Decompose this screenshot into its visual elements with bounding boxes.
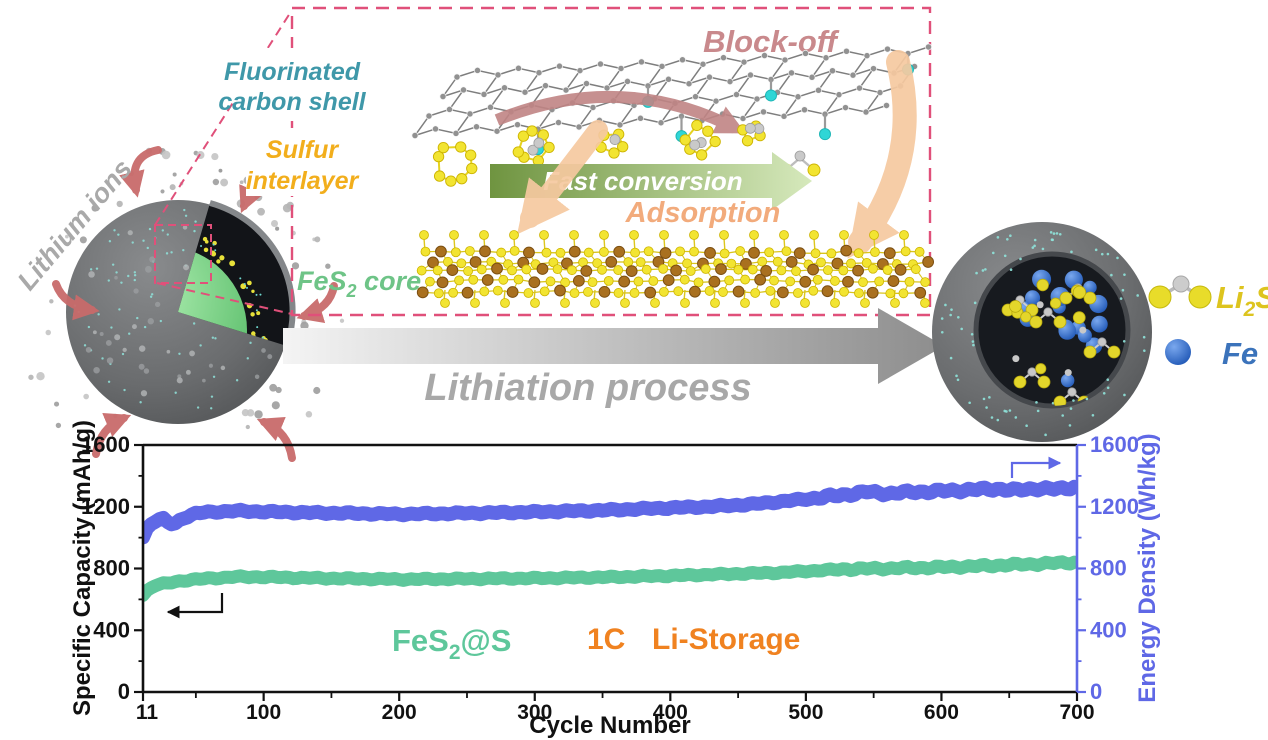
fes2-core-sphere (178, 246, 247, 346)
lithiation-arrow (283, 308, 944, 384)
fe-legend-label: Fe (1222, 336, 1258, 371)
sulfur-interlayer-dots (200, 236, 268, 346)
li-arrow-bottom-left (92, 413, 132, 458)
li-arrow-bottom-right (256, 417, 296, 462)
y-axis-label-right: Energy Density (Wh/kg) (1134, 433, 1161, 702)
svg-text:1200: 1200 (1090, 494, 1139, 519)
li-arrow-left (52, 280, 100, 321)
sulfur-ball-icon (1148, 285, 1172, 309)
shell-speckles-right (940, 231, 1146, 437)
chart-axes (134, 443, 1086, 701)
series-right (143, 479, 1077, 545)
svg-text:0: 0 (118, 679, 130, 704)
svg-text:100: 100 (246, 701, 281, 724)
inset-box (290, 6, 932, 317)
lithiation-process-label: Lithiation process (424, 367, 751, 409)
shell-rim (209, 200, 296, 347)
chart-legend-fes2s: FeS2@S (392, 623, 511, 664)
li-arrow-top-left (119, 146, 162, 198)
svg-text:1600: 1600 (81, 432, 130, 457)
svg-text:800: 800 (1090, 556, 1127, 581)
fes2-core-label: FeS2 core (297, 266, 421, 301)
cavity-rim (973, 251, 1131, 409)
sulfur-ball-icon (1188, 285, 1212, 309)
svg-text:600: 600 (924, 701, 959, 724)
lithium-ball-icon (1172, 275, 1190, 293)
callout-source-rect (154, 224, 212, 284)
svg-text:200: 200 (382, 701, 417, 724)
right-nanoparticle (932, 222, 1152, 442)
y-axis-label-left: Specific Capacity (mAh/g) (69, 420, 96, 716)
fes2-lattice-slab (416, 230, 935, 308)
chart-legend-rate: 1C (587, 623, 625, 656)
svg-text:800: 800 (93, 556, 130, 581)
svg-text:400: 400 (1090, 617, 1127, 642)
sulfur-label-line2: interlayer (246, 167, 360, 195)
svg-text:500: 500 (788, 701, 823, 724)
svg-text:1600: 1600 (1090, 432, 1139, 457)
label-mask-2 (246, 128, 358, 196)
li2s-fe-product-balls (1001, 269, 1121, 406)
svg-text:700: 700 (1059, 701, 1094, 724)
svg-text:400: 400 (93, 617, 130, 642)
right-axis-pointer-arrow (1010, 456, 1062, 478)
shell-label-line2: carbon shell (218, 88, 366, 116)
adsorption-arrow-right (847, 50, 917, 259)
chart-series (143, 479, 1077, 602)
callout-line-top (154, 9, 293, 226)
chart-legend-storage: Li-Storage (652, 623, 800, 656)
left-axis-pointer-arrow (166, 593, 224, 619)
block-off-label: Block-off (703, 24, 839, 59)
svg-text:11: 11 (136, 701, 159, 724)
shell-label-line1: Fluorinated (224, 58, 361, 86)
adsorption-arrow-left (517, 120, 608, 235)
li2s-legend-molecule (1148, 275, 1212, 309)
sulfur-label-line1: Sulfur (266, 136, 339, 164)
inset-callout (154, 6, 932, 317)
svg-text:400: 400 (653, 701, 688, 724)
adsorption-arrows (517, 50, 917, 259)
block-off-arrow (494, 90, 746, 134)
fe-ball-icon (1165, 339, 1191, 365)
x-axis-label: Cycle Number (529, 712, 690, 739)
svg-text:1200: 1200 (81, 494, 130, 519)
label-mask-1 (233, 48, 351, 118)
li2s-legend-label: Li2S (1216, 280, 1268, 321)
series-left (143, 555, 1077, 602)
svg-text:0: 0 (1090, 679, 1102, 704)
left-nanoparticle (66, 200, 296, 424)
svg-text:300: 300 (517, 701, 552, 724)
callout-line-bottom (156, 282, 293, 315)
adsorption-label: Adsorption (625, 197, 781, 229)
